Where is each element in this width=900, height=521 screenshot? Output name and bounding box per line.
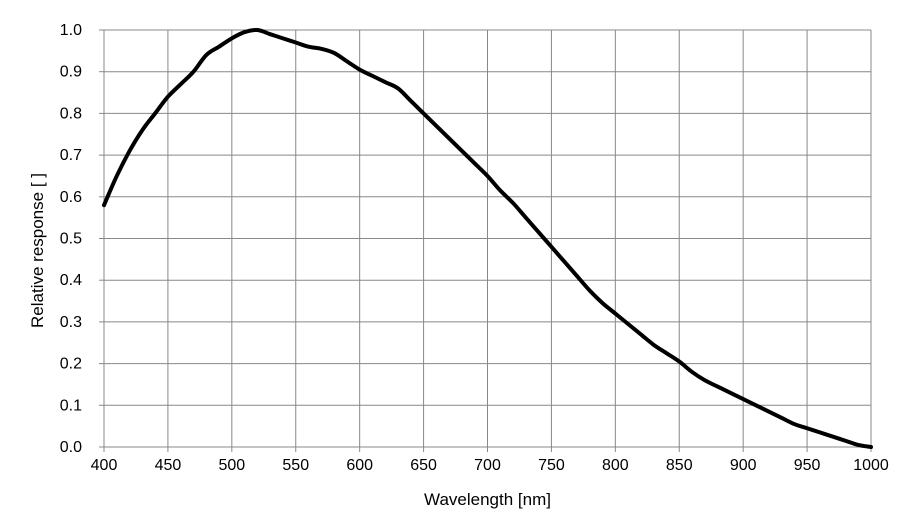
y-tick-label: 0.1 — [60, 397, 82, 414]
y-tick-label: 0.8 — [60, 105, 82, 122]
x-tick-label: 800 — [602, 457, 629, 474]
y-tick-label: 0.3 — [60, 314, 82, 331]
x-tick-label: 1000 — [853, 457, 889, 474]
y-tick-label: 1.0 — [60, 22, 82, 39]
y-tick-label: 0.7 — [60, 147, 82, 164]
x-tick-label: 400 — [91, 457, 118, 474]
grid-lines — [103, 29, 872, 448]
y-tick-label: 0.5 — [60, 231, 82, 248]
x-tick-label: 550 — [282, 457, 309, 474]
y-tick-label: 0.2 — [60, 356, 82, 373]
x-tick-label: 850 — [666, 457, 693, 474]
x-tick-label: 450 — [155, 457, 182, 474]
x-axis-label: Wavelength [nm] — [424, 490, 551, 509]
series-line — [102, 27, 873, 449]
y-tick-label: 0.4 — [60, 272, 82, 289]
series-group — [102, 27, 873, 449]
x-tick-label: 600 — [346, 457, 373, 474]
y-tick-label: 0.0 — [60, 439, 82, 456]
y-tick-label: 0.9 — [60, 64, 82, 81]
x-tick-label: 950 — [794, 457, 821, 474]
y-axis-label: Relative response [ ] — [28, 173, 47, 328]
x-tick-label: 700 — [474, 457, 501, 474]
y-tick-label: 0.6 — [60, 189, 82, 206]
x-tick-label: 650 — [410, 457, 437, 474]
x-tick-label: 900 — [730, 457, 757, 474]
x-axis-ticks: 400 450 500 550 600 650 700 750 800 850 900 950 1000 — [91, 447, 889, 474]
x-tick-label: 750 — [538, 457, 565, 474]
y-axis-ticks: 0.0 0.1 0.2 0.3 0.4 0.5 0.6 0.7 0.8 0.9 1.0 — [60, 22, 104, 456]
x-tick-label: 500 — [218, 457, 245, 474]
